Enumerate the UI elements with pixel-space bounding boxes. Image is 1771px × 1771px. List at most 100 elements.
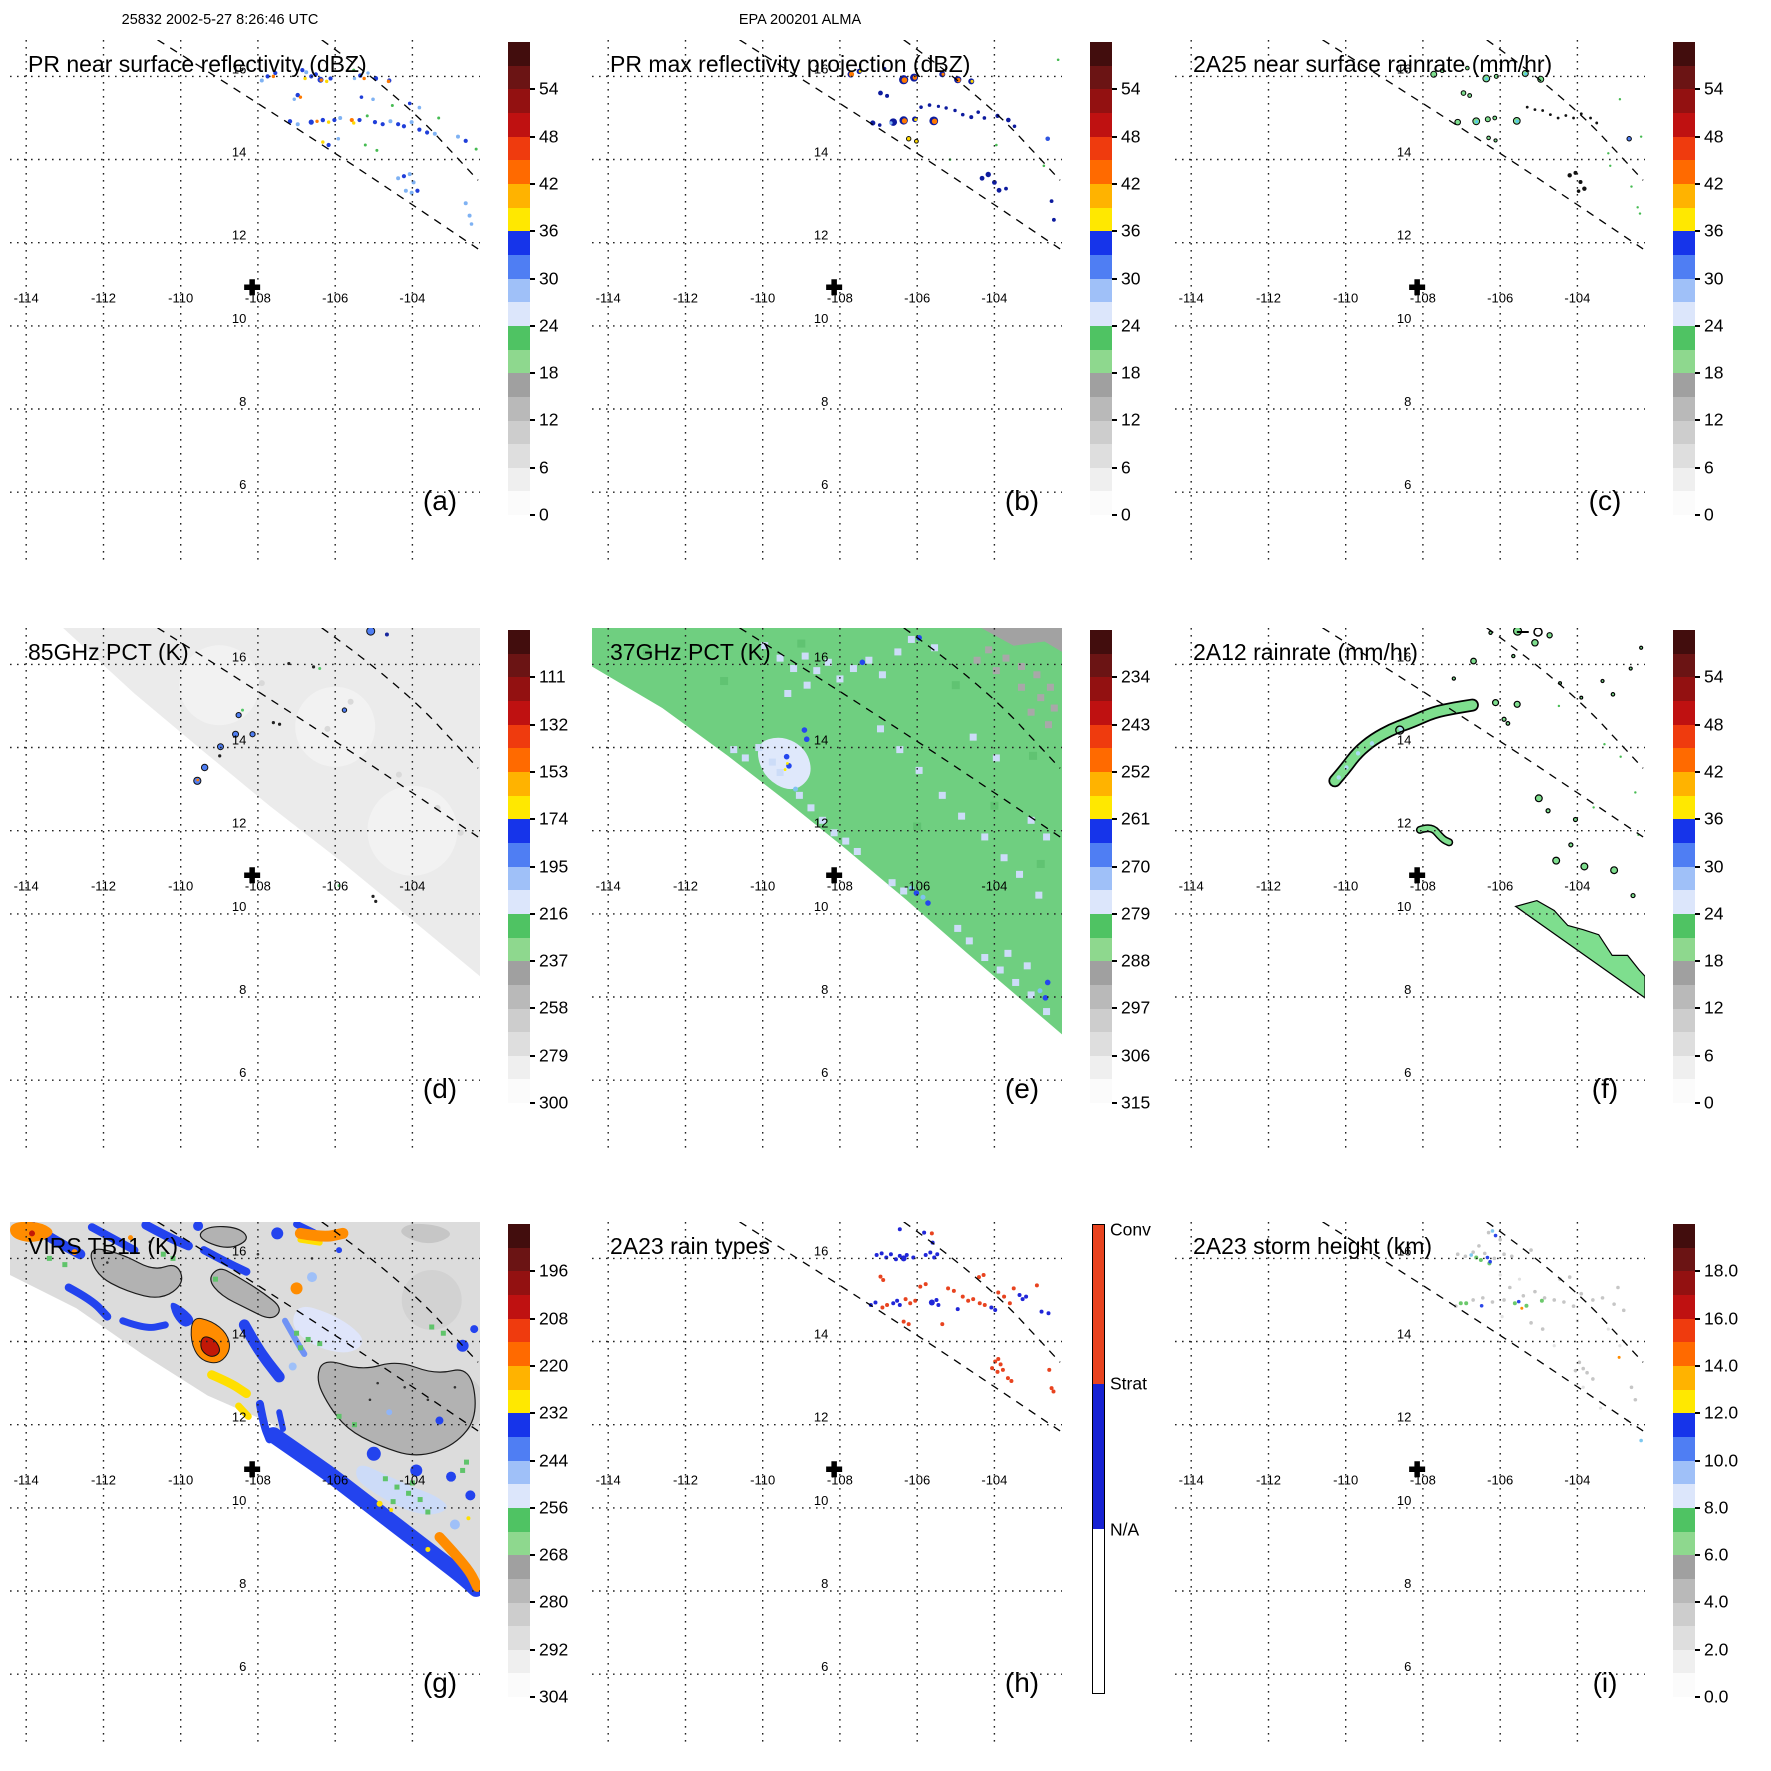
- map-dot: [1500, 1314, 1504, 1319]
- map-dot: [914, 118, 918, 122]
- colorbar-segment: [1673, 1032, 1695, 1056]
- colorbar-label: 6: [539, 457, 549, 478]
- map-dot: [1012, 124, 1017, 129]
- map-dot: [786, 761, 789, 765]
- colorbar-tick: [1695, 514, 1700, 516]
- colorbar-segment: [1090, 112, 1112, 137]
- map-dot: [1517, 1277, 1522, 1281]
- colorbar-segment: [1673, 42, 1695, 66]
- map-dot: [881, 1278, 886, 1283]
- map-region: [10, 1222, 480, 1594]
- colorbar-segment: [508, 984, 530, 1009]
- colorbar-segment: [1090, 207, 1112, 232]
- panel-i-colorbar: [1673, 1224, 1695, 1698]
- colorbar-label: 304: [539, 1686, 569, 1707]
- colorbar-label: 54: [1704, 78, 1724, 99]
- map-dot: [885, 93, 890, 98]
- colorbar-tick: [530, 230, 535, 233]
- panel-f-colorbar: [1673, 630, 1695, 1104]
- map-dot: [1564, 114, 1568, 117]
- map-dot: [376, 1500, 383, 1507]
- colorbar-tick: [1695, 135, 1700, 138]
- map-dot: [897, 1302, 902, 1307]
- map-pixel: [768, 758, 776, 766]
- colorbar-segment: [1673, 1079, 1695, 1104]
- colorbar-segment: [508, 1602, 530, 1627]
- map-dot: [981, 1273, 986, 1278]
- map-dot: [303, 76, 307, 81]
- map-dot: [193, 1222, 204, 1231]
- colorbar-label: 300: [539, 1092, 569, 1113]
- panel-d-colorbar: [508, 630, 530, 1104]
- colorbar-label: 8.0: [1704, 1497, 1729, 1518]
- lat-tick-label: 10: [814, 1493, 828, 1508]
- lon-tick-label: -106: [1487, 1472, 1513, 1487]
- lat-tick-label: 12: [232, 228, 246, 243]
- colorbar-tick: [1695, 1364, 1700, 1367]
- map-band: [141, 1222, 193, 1251]
- colorbar-tick: [1112, 372, 1117, 375]
- colorbar-label: 14.0: [1704, 1355, 1739, 1376]
- map-dot: [979, 175, 985, 181]
- map-pixel: [720, 677, 729, 686]
- colorbar-segment: [508, 1247, 530, 1272]
- map-pixel: [1046, 683, 1054, 691]
- map-blob: [199, 1225, 247, 1248]
- colorbar-tick: [1695, 277, 1700, 280]
- map-dot: [1470, 657, 1477, 665]
- swath-edge-line: [1486, 1222, 1644, 1363]
- map-blob: [210, 1268, 280, 1319]
- map-dot: [1617, 1355, 1621, 1359]
- map-dot: [1542, 1296, 1547, 1300]
- map-dot: [321, 140, 325, 144]
- map-dot: [935, 1252, 940, 1257]
- panel-g-plot: -114 -112 -110 -108 -106 -104 16 14 12 10 8 6 VIRS T…: [10, 1222, 480, 1747]
- lat-tick-label: 16: [1397, 61, 1411, 76]
- map-pixel: [876, 725, 884, 733]
- colorbar-segment: [1090, 302, 1112, 326]
- map-dot: [470, 1325, 479, 1334]
- map-blob: [170, 1302, 194, 1327]
- colorbar-segment: [1090, 444, 1112, 468]
- colorbar-label: 244: [539, 1450, 569, 1470]
- map-pixel: [969, 733, 977, 741]
- panel-i-letter: (i): [1593, 1667, 1618, 1698]
- colorbar-label: 36: [1704, 220, 1724, 241]
- colorbar-tick: [1695, 1270, 1700, 1273]
- map-region: [63, 628, 480, 977]
- colorbar-segment: [1673, 937, 1695, 962]
- lat-tick-label: 12: [1397, 1410, 1411, 1425]
- colorbar-tick: [1695, 1007, 1700, 1010]
- site-marker: [826, 1461, 843, 1478]
- colorbar-label: 256: [539, 1497, 569, 1518]
- map-dot: [271, 74, 276, 79]
- map-dot: [1606, 1327, 1610, 1331]
- map-band: [119, 1317, 169, 1331]
- colorbar-tick: [1695, 372, 1700, 375]
- lon-tick-label: -104: [981, 1472, 1007, 1487]
- colorbar-label: 306: [1121, 1045, 1151, 1066]
- map-pixel: [409, 1480, 415, 1486]
- colorbar-segment: [508, 1673, 530, 1698]
- map-dot: [388, 119, 393, 124]
- colorbar-tick: [530, 514, 535, 516]
- colorbar-label: 234: [1121, 666, 1151, 687]
- map-dot: [1493, 1233, 1498, 1238]
- colorbar-tick: [530, 1054, 535, 1057]
- lon-tick-label: -114: [1179, 878, 1204, 893]
- map-dot: [1529, 1248, 1533, 1252]
- map-dot: [1552, 856, 1561, 865]
- map-dot: [969, 115, 974, 120]
- lat-tick-label: 8: [821, 394, 828, 409]
- map-dot: [985, 171, 991, 178]
- map-dot: [352, 68, 356, 72]
- map-dot: [362, 76, 366, 81]
- colorbar-tick: [530, 723, 535, 726]
- swath-edge-line: [1322, 40, 1644, 250]
- colorbar-label: 111: [539, 666, 566, 687]
- map-pixel: [642, 647, 651, 656]
- colorbar-label: 30: [539, 268, 559, 288]
- map-dot: [29, 1230, 36, 1237]
- colorbar-tick: [530, 865, 535, 868]
- colorbar-label: N/A: [1110, 1519, 1140, 1540]
